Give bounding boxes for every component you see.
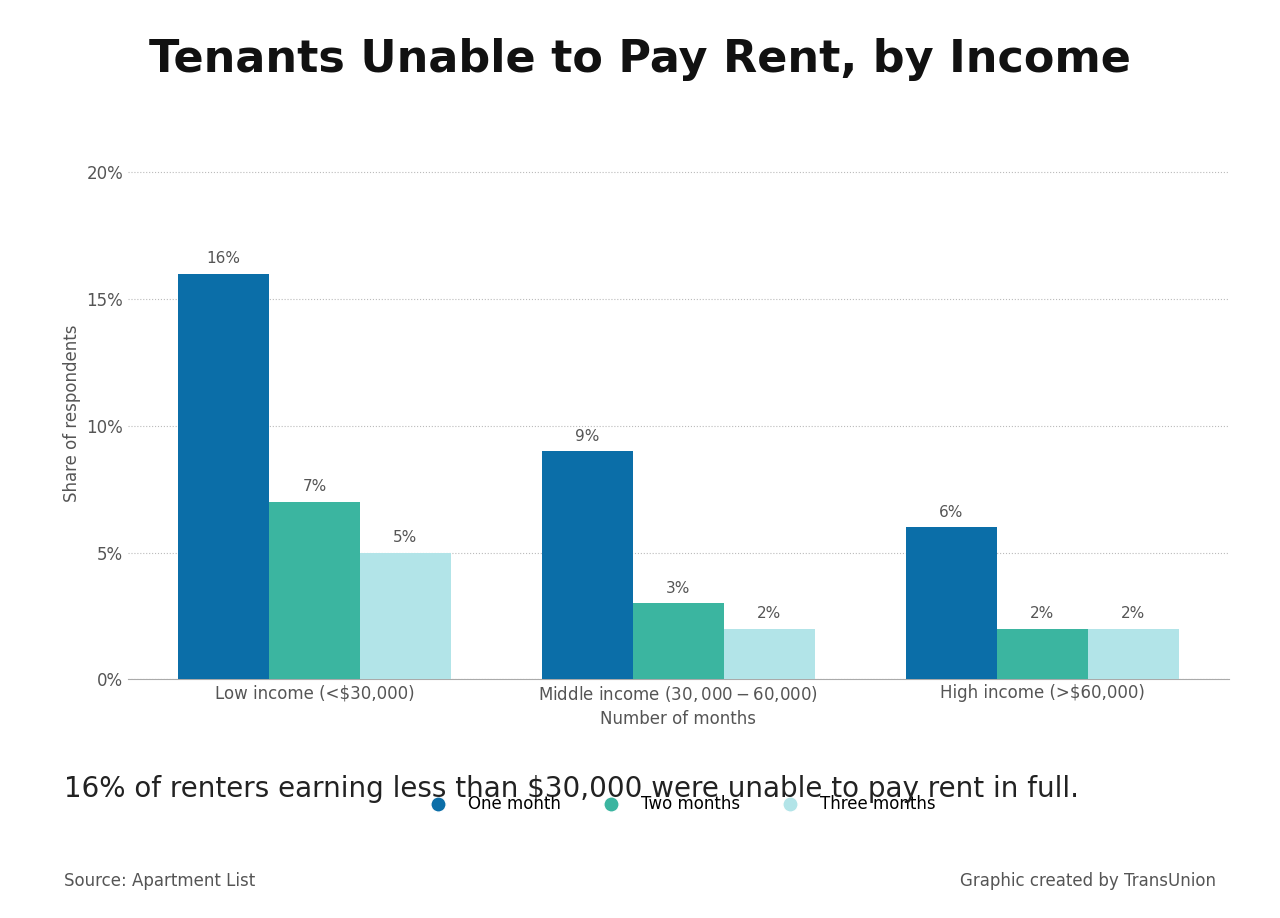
Bar xyxy=(178,274,269,679)
Text: 2%: 2% xyxy=(758,606,782,621)
Text: Graphic created by TransUnion: Graphic created by TransUnion xyxy=(960,872,1216,890)
Text: 16%: 16% xyxy=(206,251,241,266)
Bar xyxy=(724,629,815,679)
Bar xyxy=(906,527,997,679)
Text: 7%: 7% xyxy=(302,479,326,494)
Bar xyxy=(541,451,632,679)
Text: 2%: 2% xyxy=(1030,606,1055,621)
X-axis label: Number of months: Number of months xyxy=(600,710,756,728)
Bar xyxy=(360,553,451,679)
Text: 5%: 5% xyxy=(393,530,417,545)
Bar xyxy=(632,603,724,679)
Legend: One month, Two months, Three months: One month, Two months, Three months xyxy=(415,789,942,820)
Bar xyxy=(997,629,1088,679)
Text: 3%: 3% xyxy=(666,581,691,596)
Bar xyxy=(1088,629,1179,679)
Bar xyxy=(269,502,360,679)
Text: Source: Apartment List: Source: Apartment List xyxy=(64,872,255,890)
Text: 9%: 9% xyxy=(575,429,599,443)
Text: Tenants Unable to Pay Rent, by Income: Tenants Unable to Pay Rent, by Income xyxy=(148,39,1132,81)
Text: 2%: 2% xyxy=(1121,606,1146,621)
Y-axis label: Share of respondents: Share of respondents xyxy=(63,324,81,502)
Text: 16% of renters earning less than $30,000 were unable to pay rent in full.: 16% of renters earning less than $30,000… xyxy=(64,776,1079,803)
Text: 6%: 6% xyxy=(940,505,964,520)
